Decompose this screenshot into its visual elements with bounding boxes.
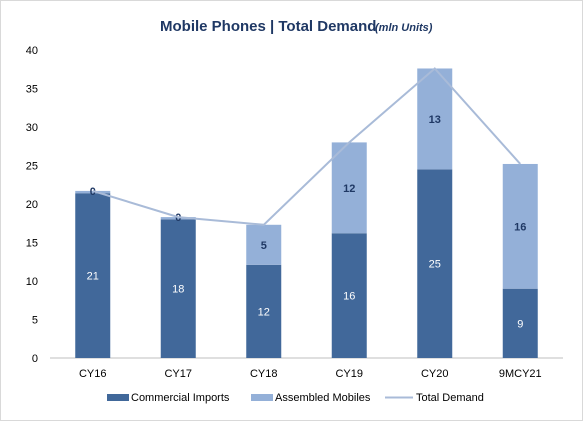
- y-tick-label: 10: [26, 276, 38, 288]
- x-tick-label: 9MCY21: [499, 368, 542, 380]
- data-label-commercial-imports: 21: [87, 271, 99, 283]
- legend: Commercial Imports Assembled Mobiles Tot…: [107, 392, 484, 404]
- bar-assembled-mobiles: [160, 217, 196, 220]
- data-label-assembled-mobiles: 13: [429, 114, 441, 126]
- data-label-commercial-imports: 9: [517, 318, 523, 330]
- bar-commercial-imports: [246, 264, 282, 358]
- y-tick-label: 40: [26, 45, 38, 57]
- bar-commercial-imports: [160, 219, 196, 358]
- data-label-commercial-imports: 18: [172, 284, 184, 296]
- bar-commercial-imports: [417, 169, 453, 358]
- chart-subtitle: (mln Units): [375, 22, 433, 34]
- x-tick-label: CY17: [164, 368, 192, 380]
- bar-assembled-mobiles: [246, 224, 282, 265]
- y-tick-label: 30: [26, 122, 38, 134]
- legend-label-commercial-imports: Commercial Imports: [131, 392, 230, 404]
- bar-assembled-mobiles: [331, 142, 367, 234]
- legend-swatch-assembled-mobiles: [251, 394, 273, 401]
- bar-commercial-imports: [331, 233, 367, 358]
- x-tick-label: CY18: [250, 368, 278, 380]
- bar-commercial-imports: [75, 193, 111, 358]
- total-demand-line-group: [92, 67, 521, 226]
- data-label-commercial-imports: 16: [343, 291, 355, 303]
- legend-swatch-commercial-imports: [107, 394, 129, 401]
- y-tick-label: 15: [26, 238, 38, 250]
- y-axis: 0 5 10 15 20 25 30 35 40: [26, 45, 38, 365]
- data-label-assembled-mobiles: 12: [343, 183, 355, 195]
- y-tick-label: 5: [32, 315, 38, 327]
- total-demand-line: [92, 67, 521, 226]
- y-tick-label: 20: [26, 199, 38, 211]
- y-tick-label: 35: [26, 84, 38, 96]
- bar-commercial-imports: [502, 288, 538, 358]
- x-tick-label: CY20: [421, 368, 449, 380]
- data-label-assembled-mobiles: 5: [261, 240, 267, 252]
- x-tick-label: CY19: [335, 368, 363, 380]
- legend-label-total-demand: Total Demand: [416, 392, 484, 404]
- x-tick-label: CY16: [79, 368, 107, 380]
- bar-assembled-mobiles: [417, 68, 453, 170]
- bar-assembled-mobiles: [502, 163, 538, 289]
- chart-title: Mobile Phones | Total Demand: [160, 18, 376, 35]
- data-label-commercial-imports: 25: [429, 259, 441, 271]
- bar-assembled-mobiles: [75, 190, 111, 194]
- legend-label-assembled-mobiles: Assembled Mobiles: [275, 392, 371, 404]
- y-tick-label: 0: [32, 353, 38, 365]
- x-axis: CY16 CY17 CY18 CY19 CY20 9MCY21: [79, 368, 542, 380]
- data-label-commercial-imports: 12: [258, 306, 270, 318]
- y-tick-label: 25: [26, 161, 38, 173]
- data-label-assembled-mobiles: 16: [514, 221, 526, 233]
